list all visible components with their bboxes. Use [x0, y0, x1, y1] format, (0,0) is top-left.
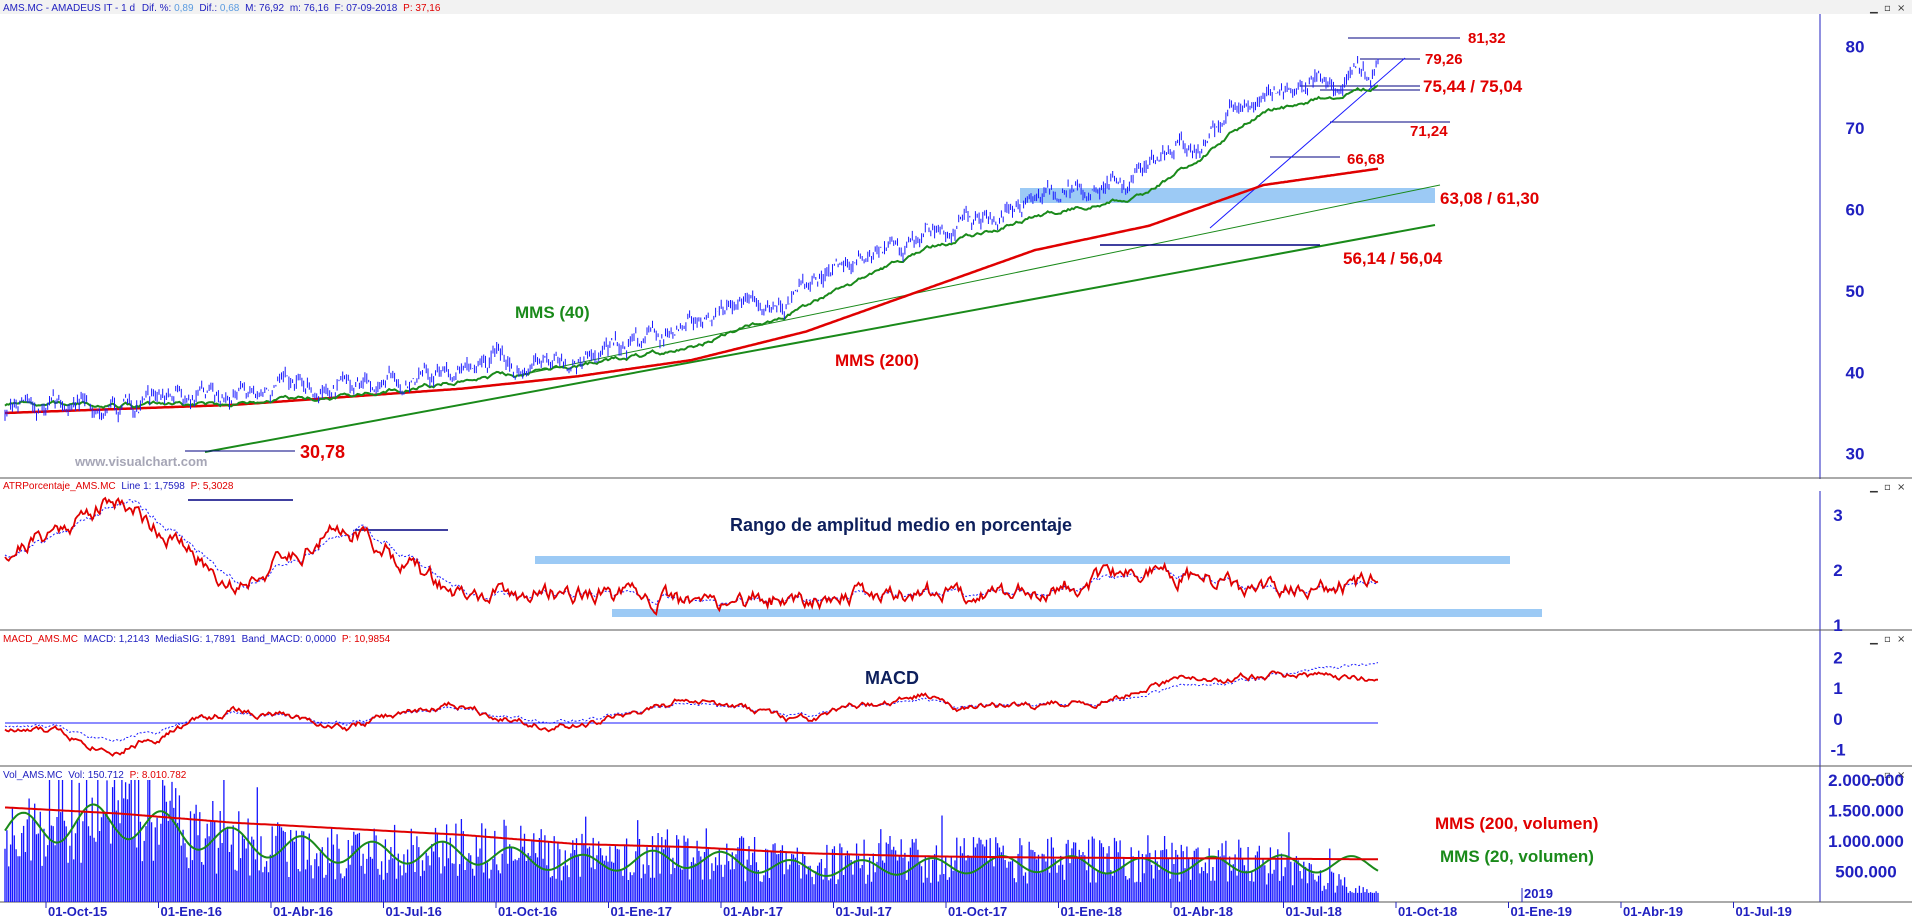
- x-axis-label: 01-Oct-18: [1398, 904, 1457, 919]
- vol-y-tick-label: 1.500.000: [1828, 802, 1904, 821]
- vol-y-tick-label: 1.000.000: [1828, 832, 1904, 851]
- close-icon[interactable]: ×: [1897, 770, 1905, 781]
- x-axis-label: 01-Oct-15: [48, 904, 107, 919]
- price-channel-line: [1209, 57, 1406, 229]
- level-label-7926: 79,26: [1425, 51, 1463, 68]
- x-axis-label: 01-Jul-17: [836, 904, 892, 919]
- x-axis-label: 01-Oct-16: [498, 904, 557, 919]
- x-axis-label: 01-Ene-17: [611, 904, 672, 919]
- x-axis-label: 01-Jul-19: [1736, 904, 1792, 919]
- price-y-tick-label: 60: [1846, 200, 1865, 219]
- watermark: www.visualchart.com: [74, 454, 207, 469]
- level-label-6668: 66,68: [1347, 151, 1385, 168]
- price-y-tick-label: 50: [1846, 282, 1865, 301]
- x-axis-label: 01-Abr-17: [723, 904, 783, 919]
- vol-y-tick-label: 500.000: [1835, 863, 1896, 882]
- atr-y-axis: 3 2 1: [1833, 506, 1842, 635]
- minimize-icon[interactable]: ▁: [1869, 770, 1878, 781]
- minimize-icon[interactable]: ▁: [1869, 3, 1878, 14]
- minimize-icon[interactable]: ▁: [1869, 482, 1878, 493]
- mms40-label: MMS (40): [515, 303, 590, 322]
- level-label-6308: 63,08 / 61,30: [1440, 189, 1539, 208]
- macd-title: MACD: [865, 668, 919, 688]
- x-axis: 01-Oct-15 01-Ene-16 01-Abr-16 01-Jul-16 01-O…: [45, 902, 1792, 919]
- price-y-tick-label: 70: [1846, 119, 1865, 138]
- atr-upper-band: [535, 556, 1510, 564]
- macd-y-tick-label: -1: [1830, 741, 1845, 760]
- mms200-label: MMS (200): [835, 351, 919, 370]
- close-icon[interactable]: ×: [1897, 3, 1905, 14]
- price-panel: www.visualchart.com MMS (40) MMS (200) 8…: [4, 30, 1865, 469]
- long-trendline: [204, 224, 1436, 453]
- vol-mms20-line: [4, 803, 1379, 878]
- atr-panel: ATRPorcentaje_AMS.MC Line 1: 1,7598 P: 5…: [3, 481, 1843, 635]
- vol-mms20-legend: MMS (20, volumen): [1440, 847, 1594, 866]
- window-controls-price[interactable]: ▁ ▫ ×: [1869, 3, 1905, 14]
- atr-header: ATRPorcentaje_AMS.MC Line 1: 1,7598 P: 5…: [3, 481, 234, 492]
- atr-y-tick-label: 2: [1833, 561, 1842, 580]
- macd-panel: MACD_AMS.MC MACD: 1,2143 MediaSIG: 1,789…: [3, 634, 1846, 760]
- x-axis-label: 01-Ene-18: [1061, 904, 1122, 919]
- vol-header: Vol_AMS.MC Vol: 150.712 P: 8.010.782: [3, 770, 187, 781]
- window-controls-vol[interactable]: ▁ ▫ ×: [1869, 770, 1905, 781]
- restore-icon[interactable]: ▫: [1884, 3, 1891, 14]
- price-y-axis: 80 70 60 50 40 30: [1846, 38, 1865, 464]
- x-axis-label: 01-Abr-18: [1173, 904, 1233, 919]
- price-header: AMS.MC - AMADEUS IT - 1 d Dif. %: 0,89 D…: [3, 3, 441, 14]
- atr-lower-band: [612, 609, 1542, 617]
- macd-y-axis: 2 1 0 -1: [1830, 648, 1845, 759]
- macd-y-tick-label: 0: [1833, 710, 1842, 729]
- macd-y-tick-label: 1: [1833, 679, 1842, 698]
- level-label-7124: 71,24: [1410, 123, 1448, 140]
- close-icon[interactable]: ×: [1897, 634, 1905, 645]
- year-marker: 2019: [1524, 886, 1553, 901]
- restore-icon[interactable]: ▫: [1884, 482, 1891, 493]
- panel-separators: [0, 477, 1912, 903]
- price-y-tick-label: 40: [1846, 363, 1865, 382]
- x-axis-label: 01-Abr-19: [1623, 904, 1683, 919]
- window-controls-macd[interactable]: ▁ ▫ ×: [1869, 634, 1905, 645]
- volume-panel: Vol_AMS.MC Vol: 150.712 P: 8.010.782 MMS…: [3, 770, 1904, 902]
- resistance-band: [1020, 188, 1435, 203]
- thin-trendline: [519, 184, 1441, 376]
- level-label-7544: 75,44 / 75,04: [1423, 77, 1523, 96]
- x-axis-label: 01-Ene-16: [161, 904, 222, 919]
- vol-y-axis: 2.000.000 1.500.000 1.000.000 500.000: [1828, 771, 1904, 882]
- vol-mms200-legend: MMS (200, volumen): [1435, 814, 1598, 833]
- atr-line: [4, 496, 1379, 616]
- macd-y-tick-label: 2: [1833, 648, 1842, 667]
- macd-signal-line: [4, 662, 1379, 743]
- price-y-tick-label: 30: [1846, 445, 1865, 464]
- level-label-5614: 56,14 / 56,04: [1343, 249, 1443, 268]
- macd-header: MACD_AMS.MC MACD: 1,2143 MediaSIG: 1,789…: [3, 634, 391, 645]
- price-y-tick-label: 80: [1846, 38, 1865, 57]
- level-label-8132: 81,32: [1468, 30, 1506, 47]
- minimize-icon[interactable]: ▁: [1869, 634, 1878, 645]
- atr-y-tick-label: 3: [1833, 506, 1842, 525]
- x-axis-label: 01-Jul-16: [386, 904, 442, 919]
- close-icon[interactable]: ×: [1897, 482, 1905, 493]
- vol-mms200-line: [5, 806, 1378, 861]
- x-axis-label: 01-Abr-16: [273, 904, 333, 919]
- restore-icon[interactable]: ▫: [1884, 634, 1891, 645]
- atr-title: Rango de amplitud medio en porcentaje: [730, 515, 1072, 535]
- volume-bars: [4, 780, 1379, 902]
- mms40-line: [4, 84, 1379, 410]
- x-axis-label: 01-Jul-18: [1286, 904, 1342, 919]
- level-label-3078: 30,78: [300, 442, 345, 462]
- window-controls-atr[interactable]: ▁ ▫ ×: [1869, 482, 1905, 493]
- restore-icon[interactable]: ▫: [1884, 770, 1891, 781]
- price-line: [4, 56, 1379, 423]
- vol-y-tick-label: 2.000.000: [1828, 771, 1904, 790]
- x-axis-label: 01-Oct-17: [948, 904, 1007, 919]
- x-axis-label: 01-Ene-19: [1511, 904, 1572, 919]
- atr-y-tick-label: 1: [1833, 616, 1842, 635]
- macd-line: [4, 670, 1378, 757]
